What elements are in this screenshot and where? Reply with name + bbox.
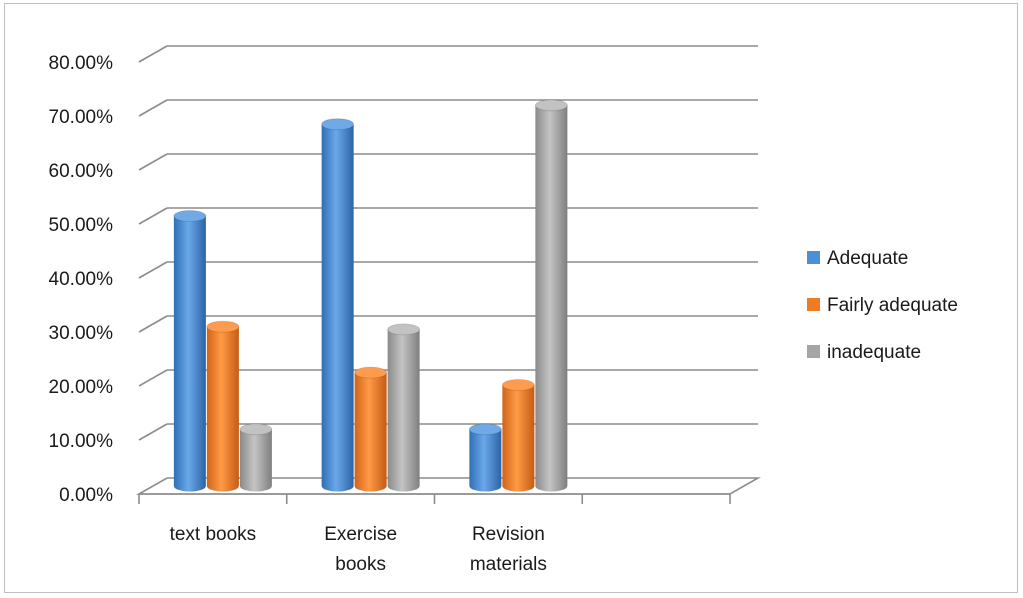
- bar: [501, 379, 535, 492]
- y-tick-label: 10.00%: [49, 431, 114, 452]
- y-tick-label: 60.00%: [49, 161, 114, 182]
- gridline: [138, 423, 758, 441]
- legend-swatch: [807, 251, 820, 264]
- gridline: [138, 153, 758, 171]
- gridline: [138, 261, 758, 279]
- bar: [239, 423, 273, 492]
- bars: [173, 99, 568, 492]
- axes: [135, 477, 762, 504]
- y-tick-label: 20.00%: [49, 377, 114, 398]
- y-tick-label: 70.00%: [49, 107, 114, 128]
- bar: [387, 323, 421, 492]
- y-tick-label: 50.00%: [49, 215, 114, 236]
- legend-label: inadequate: [827, 342, 921, 363]
- legend-item: Adequate: [807, 248, 908, 269]
- y-tick-label: 40.00%: [49, 269, 114, 290]
- bar: [206, 320, 240, 492]
- gridline: [138, 315, 758, 333]
- gridline: [138, 99, 758, 117]
- legend-label: Adequate: [827, 248, 908, 269]
- bar: [468, 423, 502, 492]
- category-label: Revision materials: [470, 524, 547, 575]
- gridline: [138, 369, 758, 387]
- x-axis-categories: text books Exercise books Revision materials: [170, 524, 547, 575]
- legend: Adequate Fairly adequate inadequate: [807, 248, 958, 363]
- legend-item: inadequate: [807, 342, 921, 363]
- bar: [321, 118, 355, 492]
- gridline: [138, 45, 758, 63]
- legend-label: Fairly adequate: [827, 295, 958, 316]
- bar: [534, 99, 568, 492]
- legend-item: Fairly adequate: [807, 295, 958, 316]
- y-tick-label: 0.00%: [59, 485, 113, 506]
- bar: [173, 210, 207, 492]
- legend-swatch: [807, 345, 820, 358]
- category-label: text books: [170, 524, 257, 545]
- legend-swatch: [807, 298, 820, 311]
- gridline: [138, 207, 758, 225]
- category-label: Exercise books: [324, 524, 397, 575]
- y-tick-label: 80.00%: [49, 53, 114, 74]
- y-axis-ticks: 0.00% 10.00% 20.00% 30.00% 40.00% 50.00% 60.00…: [49, 53, 114, 506]
- bar: [354, 366, 388, 492]
- gridlines: [138, 45, 758, 441]
- y-tick-label: 30.00%: [49, 323, 114, 344]
